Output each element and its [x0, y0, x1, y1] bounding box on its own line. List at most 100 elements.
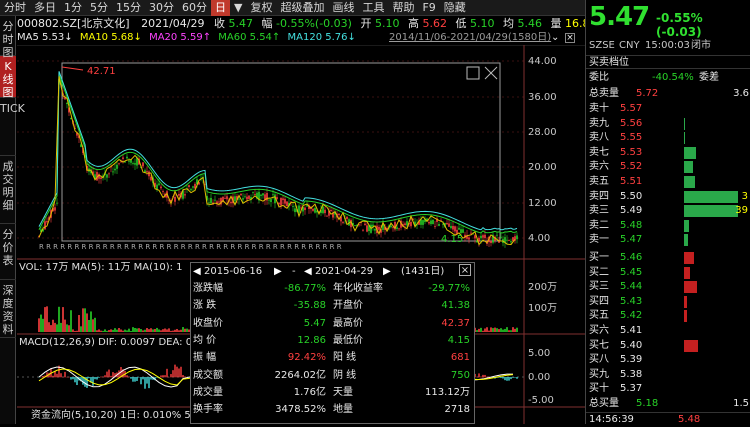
start-date[interactable]: 2015-06-16	[204, 266, 262, 278]
macd-bar	[146, 377, 147, 384]
volume-bar	[112, 330, 114, 332]
maximize-icon[interactable]	[467, 67, 479, 79]
next-end-icon[interactable]: ▶	[383, 266, 391, 278]
stat-label: 最低价	[333, 335, 363, 347]
total-sell-label: 总卖量	[589, 87, 619, 101]
macd-bar	[514, 377, 515, 378]
date-range[interactable]: 2014/11/06-2021/04/29(1580日)	[389, 31, 551, 45]
volume-bar	[496, 328, 498, 332]
quote-panel: 5.47 -0.55% (-0.03) SZSE CNY 15:00:03 闭市…	[585, 0, 750, 424]
tab-price-table[interactable]: 分价表	[0, 224, 16, 280]
candle-body	[248, 196, 250, 199]
ma60-line	[39, 75, 517, 233]
tab-deep-data[interactable]: 深度资料	[0, 280, 16, 338]
candle-body	[118, 163, 120, 164]
total-buy-label: 总买量	[589, 397, 619, 411]
candle-body	[294, 208, 296, 212]
macd-bar	[150, 377, 151, 380]
level-price: 5.55	[620, 131, 642, 146]
stat-label: 换手率	[193, 404, 223, 416]
stat-value: 681	[451, 352, 470, 364]
overlay-button[interactable]: 超级叠加	[276, 0, 328, 16]
level-price: 5.51	[620, 175, 642, 190]
macd-bar	[104, 375, 105, 377]
tab-duori[interactable]: 多日	[30, 0, 60, 16]
candle-body	[284, 199, 286, 204]
level-price: 5.39	[620, 353, 642, 368]
hide-button[interactable]: 隐藏	[440, 0, 470, 16]
f9-button[interactable]: F9	[418, 0, 439, 16]
tab-tick[interactable]: TICK	[0, 98, 16, 156]
close-icon[interactable]: ×	[565, 33, 575, 43]
tab-60min[interactable]: 60分	[178, 0, 211, 16]
macd-bar	[482, 375, 483, 377]
tab-fenshi[interactable]: 分时	[0, 0, 30, 16]
draw-line-button[interactable]: 画线	[328, 0, 358, 16]
candle-body	[246, 197, 248, 200]
volume-bar	[160, 330, 162, 332]
ma60-value: MA60 5.54↑	[218, 32, 280, 43]
volume-bar	[54, 323, 56, 332]
macd-bar	[512, 377, 513, 378]
tab-30min[interactable]: 30分	[145, 0, 178, 16]
fuquan-button[interactable]: 复权	[246, 0, 276, 16]
level-price: 5.48	[620, 219, 642, 234]
help-menu[interactable]: 帮助	[388, 0, 418, 16]
range-stats-popup: ◀ 2015-06-16 ▶ - ◀ 2021-04-29 ▶ (1431日) …	[190, 262, 475, 424]
candle-body	[396, 227, 398, 229]
volume-bar	[488, 331, 490, 332]
tools-menu[interactable]: 工具	[358, 0, 388, 16]
tab-trade-detail[interactable]: 成交明细	[0, 156, 16, 224]
close-selection-icon[interactable]	[485, 67, 497, 79]
prev-end-icon[interactable]: ◀	[304, 266, 312, 278]
volume-bar	[68, 325, 70, 332]
tab-1min[interactable]: 1分	[60, 0, 86, 16]
tab-15min[interactable]: 15分	[112, 0, 145, 16]
stat-value: 2264.02亿	[275, 370, 326, 382]
tab-daily[interactable]: 日	[211, 0, 230, 16]
candle-body	[262, 193, 264, 195]
tab-kline-chart[interactable]: K线图	[0, 56, 16, 98]
ma20-value: MA20 5.59↑	[149, 32, 211, 43]
stat-label: 阳 线	[333, 352, 356, 364]
volume-bar	[44, 307, 46, 332]
stat-label: 涨 跌	[193, 300, 216, 312]
candle-body	[490, 241, 492, 243]
prev-start-icon[interactable]: ◀	[193, 266, 201, 278]
chevron-down-icon[interactable]: ⌄	[551, 31, 559, 45]
weibi-value: -40.54%	[652, 71, 694, 85]
volume-bar	[114, 328, 116, 332]
stat-label: 收盘价	[193, 318, 223, 330]
level-label: 买十	[589, 382, 609, 397]
level-label: 买九	[589, 368, 609, 383]
volume-bar	[186, 329, 188, 332]
close-icon[interactable]: ×	[459, 264, 471, 276]
close-label: 收	[214, 17, 225, 30]
next-start-icon[interactable]: ▶	[274, 266, 282, 278]
period-dropdown-icon[interactable]: ▼	[230, 0, 246, 16]
tab-fenshi-chart[interactable]: 分时图	[0, 16, 16, 56]
stat-label: 成交量	[193, 387, 223, 399]
tab-5min[interactable]: 5分	[86, 0, 112, 16]
end-date[interactable]: 2021-04-29	[315, 266, 373, 278]
